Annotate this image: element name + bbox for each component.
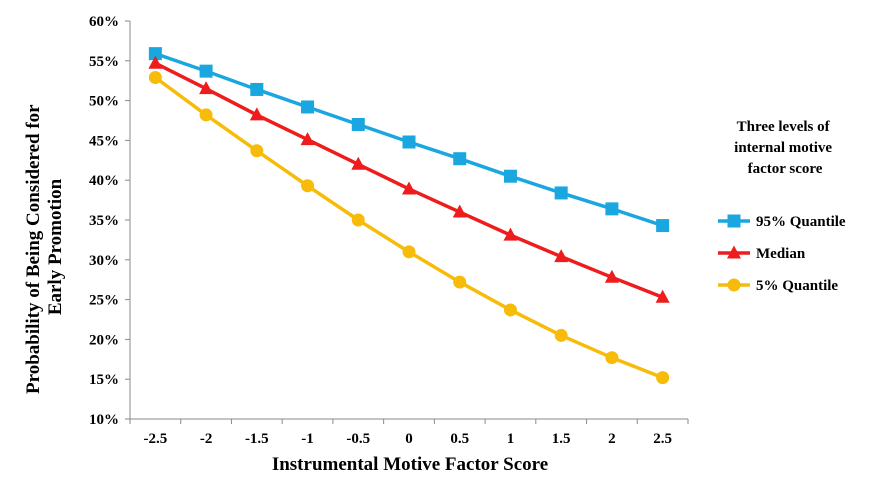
- x-tick-label: 1: [507, 431, 515, 447]
- y-axis-ticks: 10% 15% 20% 25% 30% 35% 40% 45% 50% 55% 60%: [89, 14, 130, 428]
- legend-entry: 5% Quantile: [718, 278, 838, 294]
- y-tick-label: 10%: [89, 412, 119, 428]
- y-tick-label: 50%: [89, 94, 119, 110]
- legend-swatch-marker: [728, 215, 741, 228]
- legend-entry: 95% Quantile: [718, 214, 846, 230]
- y-axis-title-line-2: Early Promotion: [45, 178, 66, 315]
- legend-label: Median: [756, 246, 806, 262]
- data-point: [453, 276, 466, 289]
- x-tick-label: -0.5: [346, 431, 370, 447]
- series-1: [149, 47, 669, 232]
- data-point: [656, 371, 669, 384]
- y-tick-label: 15%: [89, 372, 119, 388]
- legend-title: Three levels of internal motive factor s…: [734, 119, 836, 177]
- data-point: [250, 144, 263, 157]
- data-point: [200, 108, 213, 121]
- data-point: [301, 100, 314, 113]
- y-tick-label: 25%: [89, 293, 119, 309]
- data-point: [352, 214, 365, 227]
- y-tick-label: 30%: [89, 253, 119, 269]
- legend-title-line-3: factor score: [748, 161, 823, 177]
- data-point: [605, 351, 618, 364]
- legend-label: 95% Quantile: [756, 214, 846, 230]
- x-axis-ticks: -2.5 -2 -1.5 -1 -0.5 0 0.5 1 1.5 2 2.5: [130, 419, 688, 447]
- x-tick-label: 0.5: [450, 431, 469, 447]
- legend: Three levels of internal motive factor s…: [718, 119, 846, 294]
- legend-title-line-1: Three levels of: [737, 119, 831, 135]
- x-tick-label: 2.5: [653, 431, 672, 447]
- x-tick-label: 1.5: [552, 431, 571, 447]
- data-point: [656, 219, 669, 232]
- y-axis-title: Probability of Being Considered for Earl…: [23, 100, 66, 394]
- y-tick-label: 45%: [89, 133, 119, 149]
- legend-swatch-marker: [728, 279, 741, 292]
- data-point: [403, 135, 416, 148]
- data-point: [403, 245, 416, 258]
- data-point: [555, 329, 568, 342]
- legend-title-line-2: internal motive: [734, 140, 832, 156]
- data-point: [250, 83, 263, 96]
- data-point: [504, 303, 517, 316]
- legend-entries: 95% Quantile Median 5% Quantile: [718, 214, 846, 294]
- series-3: [149, 71, 669, 384]
- data-point: [453, 152, 466, 165]
- x-tick-label: 2: [608, 431, 616, 447]
- data-point: [301, 179, 314, 192]
- y-tick-label: 40%: [89, 173, 119, 189]
- data-point: [200, 65, 213, 78]
- x-tick-label: -1: [301, 431, 314, 447]
- x-tick-label: 0: [405, 431, 413, 447]
- y-tick-label: 60%: [89, 14, 119, 30]
- x-tick-label: -2: [200, 431, 213, 447]
- data-point: [352, 118, 365, 131]
- data-point: [504, 170, 517, 183]
- y-tick-label: 20%: [89, 332, 119, 348]
- series-2: [148, 56, 669, 303]
- legend-entry: Median: [718, 246, 806, 263]
- axes: [130, 21, 688, 419]
- y-tick-label: 55%: [89, 54, 119, 70]
- data-point: [605, 202, 618, 215]
- legend-label: 5% Quantile: [756, 278, 838, 294]
- series-line: [155, 78, 662, 378]
- x-axis-title: Instrumental Motive Factor Score: [272, 454, 548, 475]
- data-point: [555, 186, 568, 199]
- series-group: [148, 47, 669, 384]
- y-axis-title-line-1: Probability of Being Considered for: [23, 104, 44, 394]
- y-tick-label: 35%: [89, 213, 119, 229]
- data-point: [149, 71, 162, 84]
- series-line: [155, 63, 662, 297]
- x-tick-label: -2.5: [143, 431, 167, 447]
- x-tick-label: -1.5: [245, 431, 269, 447]
